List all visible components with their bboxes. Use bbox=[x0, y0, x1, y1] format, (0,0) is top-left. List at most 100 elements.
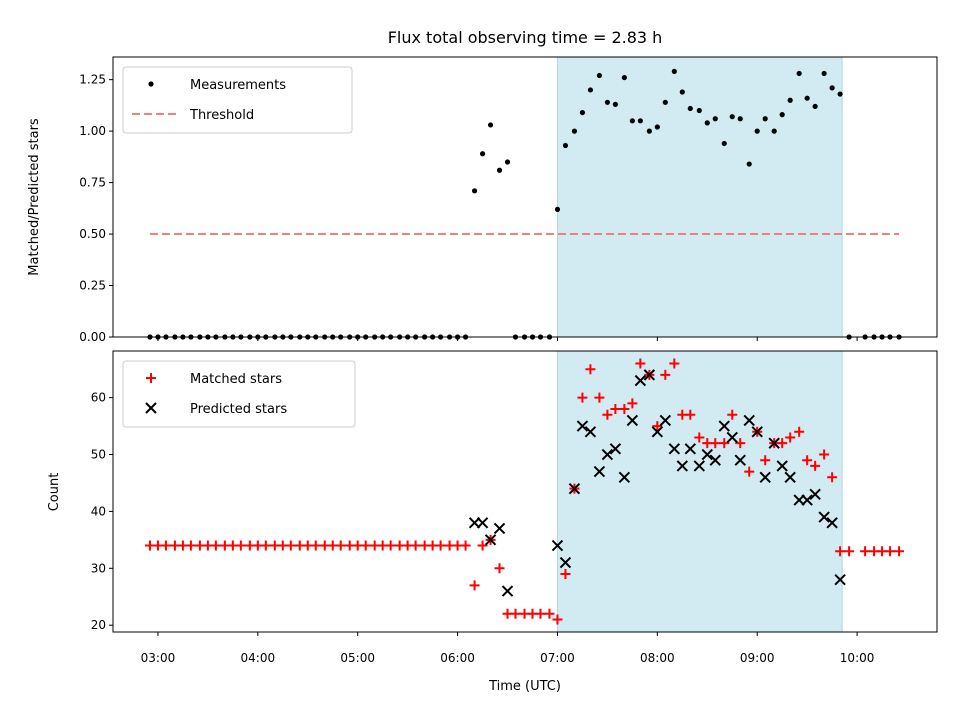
bottom-point bbox=[635, 358, 646, 369]
bottom-point bbox=[810, 460, 821, 471]
bottom-point bbox=[619, 404, 630, 415]
bottom-axes-frame bbox=[112, 350, 938, 633]
bottom-point bbox=[827, 472, 838, 483]
bottom-point bbox=[818, 511, 830, 523]
bottom-legend-swatch bbox=[145, 402, 157, 414]
bottom-ytick-label: 40 bbox=[91, 504, 106, 518]
bottom-point bbox=[744, 466, 755, 477]
bottom-legend-label: Predicted stars bbox=[190, 402, 287, 417]
bottom-point bbox=[594, 392, 605, 403]
top-point bbox=[487, 122, 494, 128]
bottom-point bbox=[310, 540, 321, 551]
bottom-point bbox=[185, 540, 196, 551]
top-point bbox=[504, 159, 511, 165]
bottom-series-1 bbox=[468, 369, 846, 597]
bottom-point bbox=[602, 409, 613, 420]
top-point bbox=[812, 103, 818, 110]
x-axis-label: Time (UTC) bbox=[488, 679, 561, 694]
xtick-label: 03:00 bbox=[141, 651, 176, 665]
bottom-point bbox=[652, 421, 663, 432]
bottom-legend-box bbox=[122, 360, 356, 428]
top-point bbox=[687, 105, 693, 112]
bottom-point bbox=[609, 443, 622, 455]
bottom-point bbox=[802, 455, 813, 466]
bottom-legend-label: Matched stars bbox=[190, 372, 282, 387]
bottom-point bbox=[469, 580, 480, 591]
bottom-point bbox=[618, 471, 631, 483]
top-ytick-label: 0.00 bbox=[79, 330, 106, 344]
top-point bbox=[771, 128, 777, 134]
top-ytick-label: 0.25 bbox=[79, 279, 106, 293]
xtick-label: 07:00 bbox=[540, 651, 575, 665]
bottom-point bbox=[719, 438, 730, 449]
bottom-point bbox=[794, 426, 805, 437]
bottom-point bbox=[669, 358, 680, 369]
bottom-point bbox=[385, 540, 396, 551]
top-point bbox=[671, 68, 677, 75]
bottom-point bbox=[844, 546, 855, 557]
top-point bbox=[787, 97, 793, 103]
bottom-point bbox=[718, 420, 730, 432]
bottom-point bbox=[559, 556, 572, 569]
bottom-point bbox=[501, 585, 514, 597]
bottom-point bbox=[651, 426, 664, 438]
bottom-point bbox=[709, 454, 721, 466]
top-point bbox=[471, 188, 478, 194]
bottom-point bbox=[535, 608, 546, 619]
top-point bbox=[637, 118, 643, 124]
top-ytick-label: 1.25 bbox=[79, 73, 106, 87]
bottom-ytick-label: 20 bbox=[91, 618, 106, 632]
bottom-point bbox=[260, 540, 271, 551]
bottom-point bbox=[560, 568, 571, 579]
top-point bbox=[662, 99, 668, 105]
bottom-point bbox=[835, 546, 846, 557]
top-legend-swatch bbox=[148, 81, 154, 87]
bottom-point bbox=[593, 465, 606, 478]
bottom-point bbox=[643, 369, 656, 381]
bottom-point bbox=[568, 482, 581, 495]
top-series-0 bbox=[147, 68, 902, 340]
top-point bbox=[579, 109, 586, 116]
bottom-point bbox=[660, 369, 671, 380]
bottom-point bbox=[476, 517, 489, 529]
top-ytick-label: 1.00 bbox=[79, 124, 106, 138]
bottom-point bbox=[494, 563, 505, 574]
bottom-point bbox=[627, 398, 638, 409]
top-point bbox=[554, 206, 561, 212]
top-point bbox=[804, 95, 810, 101]
top-point bbox=[712, 116, 718, 122]
bottom-point bbox=[410, 540, 421, 551]
bottom-point bbox=[552, 614, 563, 625]
bottom-point bbox=[777, 438, 788, 449]
top-point bbox=[596, 72, 603, 79]
top-shaded-span bbox=[556, 56, 843, 338]
chart-title: Flux total observing time = 2.83 h bbox=[388, 28, 663, 47]
bottom-point bbox=[659, 414, 672, 427]
bottom-point bbox=[577, 392, 588, 403]
bottom-point bbox=[484, 534, 497, 546]
bottom-point bbox=[460, 540, 471, 551]
top-point bbox=[604, 99, 611, 105]
bottom-legend-swatch bbox=[146, 373, 156, 383]
bottom-point bbox=[676, 460, 689, 472]
bottom-ylabel: Count bbox=[47, 473, 62, 512]
top-point bbox=[654, 124, 660, 130]
bottom-point bbox=[710, 438, 721, 449]
top-point bbox=[679, 89, 685, 95]
bottom-ytick-label: 50 bbox=[91, 448, 106, 462]
top-point bbox=[746, 161, 752, 167]
top-ylabel: Matched/Predicted stars bbox=[27, 118, 42, 276]
bottom-ytick-label: 30 bbox=[91, 561, 106, 575]
top-legend: Measurements Threshold bbox=[122, 66, 353, 134]
bottom-point bbox=[759, 471, 771, 483]
bottom-point bbox=[477, 540, 488, 551]
bottom-point bbox=[610, 404, 621, 415]
bottom-point bbox=[734, 454, 746, 466]
top-axes-frame bbox=[112, 56, 938, 338]
top-ytick-label: 0.75 bbox=[79, 176, 106, 190]
bottom-shaded-span bbox=[556, 350, 843, 633]
bottom-point bbox=[735, 438, 746, 449]
bottom-point bbox=[684, 443, 697, 455]
top-panel: Matched/Predicted stars 0.00 0.25 0.50 0.75… bbox=[27, 56, 938, 344]
